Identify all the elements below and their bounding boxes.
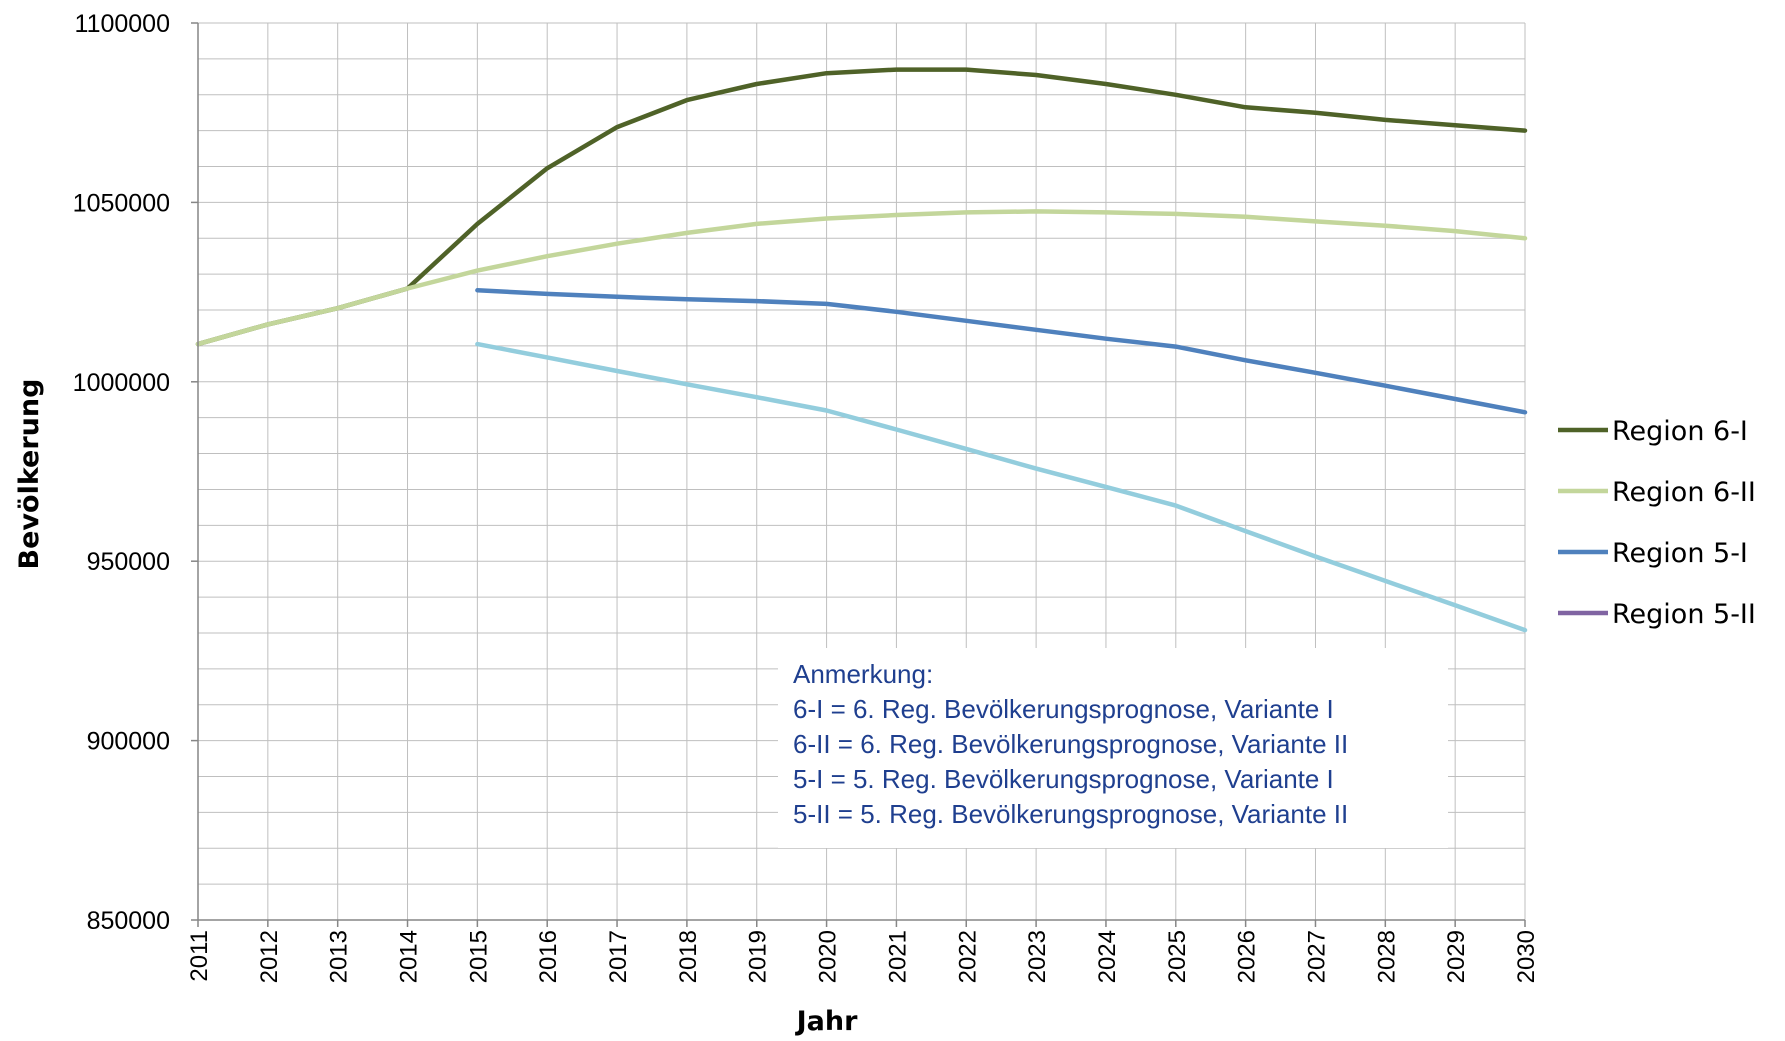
x-axis-ticks: 2011 2012 2013 2014 2015 2016 2017 2018 2019 2020… bbox=[186, 920, 1540, 983]
chart-series bbox=[195, 67, 1528, 633]
series-line-region-5-i bbox=[475, 288, 1528, 415]
x-tick-label: 2023 bbox=[1024, 930, 1051, 983]
annotation-line: 5-I = 5. Reg. Bevölkerungsprognose, Vari… bbox=[793, 764, 1334, 794]
x-tick-label: 2013 bbox=[326, 930, 353, 983]
x-tick-label: 2030 bbox=[1513, 930, 1540, 983]
x-tick-label: 2014 bbox=[396, 930, 423, 983]
annotation-line: 5-II = 5. Reg. Bevölkerungsprognose, Var… bbox=[793, 799, 1348, 829]
x-tick-label: 2020 bbox=[815, 930, 842, 983]
x-tick-label: 2028 bbox=[1373, 930, 1400, 983]
x-tick-label: 2018 bbox=[675, 930, 702, 983]
x-tick-label: 2024 bbox=[1094, 930, 1121, 983]
x-axis-title: Jahr bbox=[795, 1006, 858, 1037]
y-axis-title: Bevölkerung bbox=[14, 379, 45, 570]
series-line-region-6-ii bbox=[195, 209, 1528, 347]
x-tick-label: 2012 bbox=[256, 930, 283, 983]
y-tick-label: 1100000 bbox=[75, 10, 170, 38]
annotation-box: Anmerkung: 6-I = 6. Reg. Bevölkerungsprog… bbox=[778, 648, 1448, 848]
x-tick-label: 2025 bbox=[1164, 930, 1191, 983]
legend-label: Region 5-I bbox=[1612, 538, 1748, 569]
legend-label: Region 5-II bbox=[1612, 599, 1756, 630]
annotation-line: 6-I = 6. Reg. Bevölkerungsprognose, Vari… bbox=[793, 694, 1334, 724]
y-tick-label: 1000000 bbox=[73, 369, 170, 397]
x-tick-label: 2026 bbox=[1234, 930, 1261, 983]
x-tick-label: 2027 bbox=[1303, 930, 1330, 983]
x-tick-label: 2017 bbox=[605, 930, 632, 983]
annotation-line: Anmerkung: bbox=[793, 659, 933, 689]
x-tick-label: 2019 bbox=[745, 930, 772, 983]
annotation-line: 6-II = 6. Reg. Bevölkerungsprognose, Var… bbox=[793, 729, 1348, 759]
legend: Region 6-I Region 6-II Region 5-I Region 5-… bbox=[1558, 416, 1756, 630]
y-tick-label: 1050000 bbox=[73, 189, 170, 217]
legend-label: Region 6-I bbox=[1612, 416, 1748, 447]
series-line-unlabeled bbox=[475, 341, 1528, 633]
annotation-background bbox=[778, 648, 1448, 848]
x-tick-label: 2011 bbox=[186, 930, 213, 982]
x-tick-label: 2022 bbox=[954, 930, 981, 983]
y-axis-ticks: 850000 900000 950000 1000000 1050000 1100000 bbox=[73, 10, 198, 935]
x-tick-label: 2021 bbox=[884, 930, 911, 983]
x-tick-label: 2015 bbox=[465, 930, 492, 983]
y-tick-label: 900000 bbox=[87, 728, 170, 756]
legend-label: Region 6-II bbox=[1612, 477, 1756, 508]
chart-axes bbox=[197, 23, 1525, 921]
y-tick-label: 950000 bbox=[87, 548, 170, 576]
y-tick-label: 850000 bbox=[87, 907, 170, 935]
series-line-region-6-i bbox=[195, 67, 1528, 347]
x-tick-label: 2016 bbox=[535, 930, 562, 983]
x-tick-label: 2029 bbox=[1443, 930, 1470, 983]
